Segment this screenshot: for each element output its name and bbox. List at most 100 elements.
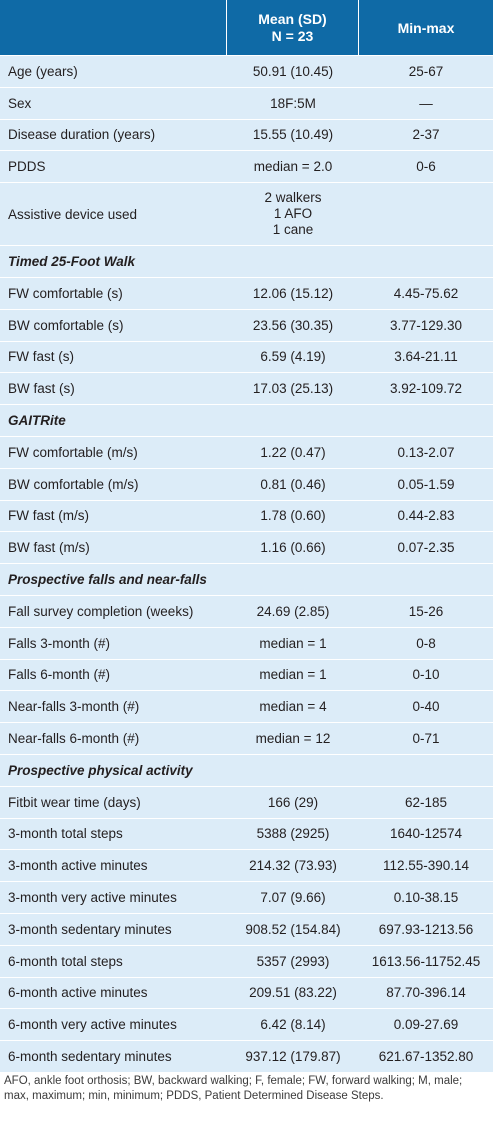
row-mean-value: 6.42 (8.14): [260, 1017, 326, 1033]
table-row: Falls 3-month (#) median = 1 0-8: [0, 626, 493, 659]
header-range-cell: Min-max: [397, 19, 455, 36]
table-header: Mean (SD) N = 23 Min-max: [0, 0, 493, 55]
section-header-row: Prospective falls and near-falls: [0, 563, 493, 595]
row-mean-value: 2 walkers 1 AFO 1 cane: [227, 183, 359, 245]
table-row: 3-month very active minutes 7.07 (9.66) 0.…: [0, 881, 493, 913]
row-mean-value: 50.91 (10.45): [252, 63, 334, 79]
row-range-value: 2-37: [412, 127, 440, 143]
table-row: FW fast (m/s) 1.78 (0.60) 0.44-2.83: [0, 499, 493, 532]
row-range-value: —: [419, 95, 433, 111]
row-label: Near-falls 3-month (#): [8, 699, 140, 715]
table-row: FW comfortable (m/s) 1.22 (0.47) 0.13-2.07: [0, 435, 493, 468]
table-row: Falls 6-month (#) median = 1 0-10: [0, 658, 493, 691]
table-row: Assistive device used 2 walkers 1 AFO 1 can…: [0, 182, 493, 245]
row-mean-value: 15.55 (10.49): [252, 127, 334, 143]
table-row: Sex 18F:5M —: [0, 86, 493, 119]
row-label: Assistive device used: [8, 206, 138, 222]
table-row: Disease duration (years) 15.55 (10.49) 2-3…: [0, 118, 493, 151]
row-range-value: 0-8: [416, 635, 436, 651]
row-mean-line: 1 AFO: [273, 206, 313, 222]
row-mean-value: 1.22 (0.47): [260, 444, 326, 460]
row-mean-value: median = 12: [255, 731, 331, 747]
row-range-value: 0.07-2.35: [397, 540, 455, 556]
row-label: 3-month sedentary minutes: [8, 921, 172, 937]
row-label: Disease duration (years): [8, 127, 156, 143]
row-mean-line: 1 cane: [272, 222, 314, 238]
row-label: Sex: [8, 95, 32, 111]
row-label: BW fast (m/s): [8, 540, 90, 556]
row-range-value: 0.44-2.83: [397, 508, 455, 524]
table-row: Age (years) 50.91 (10.45) 25-67: [0, 55, 493, 87]
table-row: BW comfortable (m/s) 0.81 (0.46) 0.05-1.59: [0, 467, 493, 500]
row-label: Fitbit wear time (days): [8, 794, 141, 810]
row-range-value: 697.93-1213.56: [378, 921, 474, 937]
table-row: Near-falls 6-month (#) median = 12 0-71: [0, 722, 493, 754]
header-mean-label: Mean (SD): [258, 10, 327, 27]
table-row: 6-month total steps 5357 (2993) 1613.56-11…: [0, 944, 493, 977]
header-label-cell: [0, 0, 227, 55]
row-label: PDDS: [8, 159, 46, 175]
row-range-value: 0-71: [412, 731, 440, 747]
row-range-value: 0-6: [416, 159, 436, 175]
row-range-value: 62-185: [404, 794, 448, 810]
row-range-value: 112.55-390.14: [382, 858, 470, 874]
section-header-row: GAITRite: [0, 404, 493, 436]
row-range-value: 1613.56-11752.45: [371, 953, 481, 969]
row-range-value: 1640-12574: [389, 826, 463, 842]
row-range-value: 621.67-1352.80: [378, 1049, 474, 1064]
table-row: FW comfortable (s) 12.06 (15.12) 4.45-75.6…: [0, 276, 493, 309]
row-mean-value: 1.78 (0.60): [260, 508, 326, 524]
row-range-value: 3.77-129.30: [389, 317, 463, 333]
row-mean-value: 17.03 (25.13): [252, 381, 334, 397]
row-mean-value: 5357 (2993): [256, 953, 330, 969]
row-range-value: 0-40: [412, 699, 440, 715]
row-label: 6-month sedentary minutes: [8, 1049, 172, 1064]
row-label: FW fast (s): [8, 349, 74, 365]
row-label: Age (years): [8, 63, 78, 79]
row-mean-value: 7.07 (9.66): [260, 890, 326, 906]
table-row: Fall survey completion (weeks) 24.69 (2.8…: [0, 594, 493, 627]
row-label: Falls 6-month (#): [8, 667, 111, 683]
row-label: Near-falls 6-month (#): [8, 731, 140, 747]
section-header-row: Timed 25-Foot Walk: [0, 245, 493, 277]
row-label: 3-month total steps: [8, 826, 123, 842]
row-label: 6-month total steps: [8, 953, 123, 969]
table-row: 6-month active minutes 209.51 (83.22) 87.7…: [0, 976, 493, 1009]
section-title: Prospective physical activity: [8, 762, 193, 778]
row-mean-value: 908.52 (154.84): [245, 921, 341, 937]
row-label: Falls 3-month (#): [8, 635, 111, 651]
table-row: Near-falls 3-month (#) median = 4 0-40: [0, 690, 493, 722]
row-label: BW comfortable (m/s): [8, 476, 139, 492]
row-mean-value: 24.69 (2.85): [256, 603, 330, 619]
row-range-value: 0.10-38.15: [393, 890, 459, 906]
table-row: 3-month sedentary minutes 908.52 (154.84)…: [0, 912, 493, 945]
header-mean-cell: Mean (SD) N = 23: [227, 0, 359, 55]
table-body: Age (years) 50.91 (10.45) 25-67 Sex 18F:5M — D…: [0, 55, 493, 1072]
row-mean-value: 6.59 (4.19): [260, 349, 326, 365]
table-row: 6-month sedentary minutes 937.12 (179.87)…: [0, 1040, 493, 1072]
table-row: FW fast (s) 6.59 (4.19) 3.64-21.11: [0, 340, 493, 373]
row-mean-value: 1.16 (0.66): [260, 540, 326, 556]
row-mean-line: 2 walkers: [264, 190, 322, 206]
row-mean-value: 209.51 (83.22): [249, 985, 337, 1001]
section-header-row: Prospective physical activity: [0, 753, 493, 786]
row-range-value: 0-10: [412, 667, 440, 683]
table-row: Fitbit wear time (days) 166 (29) 62-185: [0, 785, 493, 818]
row-mean-value: 166 (29): [267, 794, 319, 810]
row-label: 3-month active minutes: [8, 858, 148, 874]
row-range-value: 25-67: [408, 63, 444, 79]
row-label: FW comfortable (s): [8, 285, 123, 301]
row-label: 6-month very active minutes: [8, 1017, 177, 1033]
row-label: Fall survey completion (weeks): [8, 603, 194, 619]
row-mean-value: 5388 (2925): [256, 826, 330, 842]
table-row: BW fast (m/s) 1.16 (0.66) 0.07-2.35: [0, 531, 493, 563]
row-mean-value: 18F:5M: [270, 95, 316, 111]
row-mean-value: median = 1: [259, 635, 327, 651]
row-range-value: 0.09-27.69: [393, 1017, 459, 1033]
row-range-value: 15-26: [408, 603, 444, 619]
row-mean-value: 23.56 (30.35): [252, 317, 334, 333]
row-mean-value: median = 4: [259, 699, 327, 715]
header-n-label: N = 23: [271, 27, 314, 44]
row-mean-value: 0.81 (0.46): [260, 476, 326, 492]
table-row: 6-month very active minutes 6.42 (8.14) 0.…: [0, 1008, 493, 1040]
